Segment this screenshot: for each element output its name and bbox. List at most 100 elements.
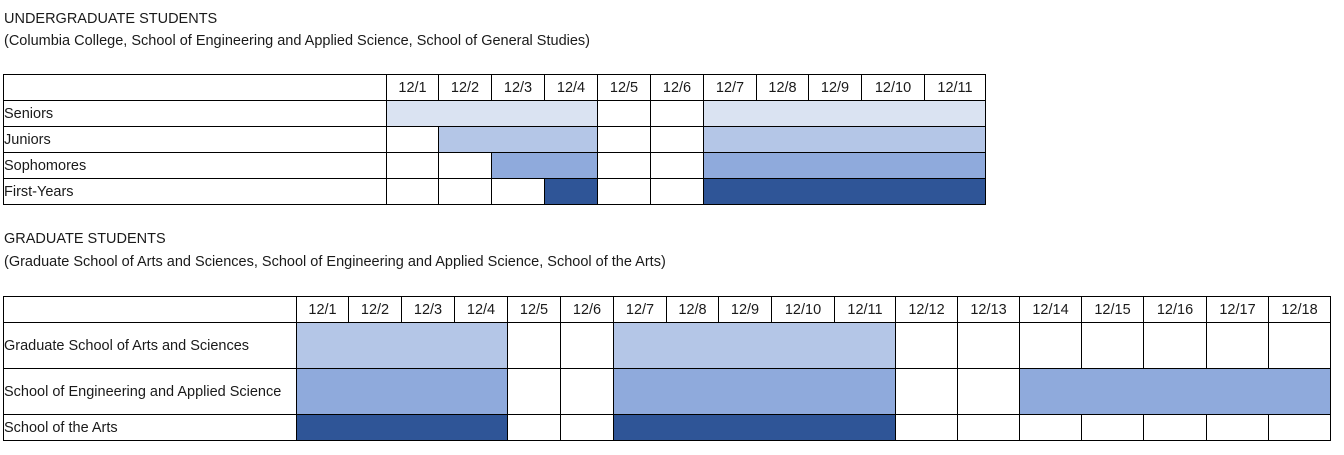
- row-label: School of the Arts: [3, 414, 297, 441]
- empty-cell: [1206, 414, 1269, 441]
- empty-cell: [650, 152, 704, 179]
- empty-cell: [1019, 322, 1082, 369]
- date-header-cell: 12/18: [1268, 296, 1331, 323]
- date-header-cell: 12/16: [1143, 296, 1207, 323]
- date-header-cell: 12/11: [834, 296, 896, 323]
- date-header-row: 12/1 12/2 12/3 12/4 12/5 12/6 12/7 12/8 12/9 12/1…: [3, 296, 1331, 323]
- date-header-cell: 12/9: [808, 74, 862, 101]
- schedule-row: School of the Arts: [3, 414, 1331, 441]
- row-label: Juniors: [3, 126, 387, 153]
- schedule-row: School of Engineering and Applied Scienc…: [3, 368, 1331, 415]
- undergraduate-schedule-table: 12/1 12/2 12/3 12/4 12/5 12/6 12/7 12/8 12/9 12/1…: [3, 74, 986, 205]
- date-header-row: 12/1 12/2 12/3 12/4 12/5 12/6 12/7 12/8 12/9 12/1…: [3, 74, 986, 101]
- empty-cell: [386, 178, 439, 205]
- empty-cell: [1081, 414, 1144, 441]
- empty-cell: [1081, 322, 1144, 369]
- scheduled-bar: [491, 152, 598, 179]
- scheduled-bar: [296, 414, 508, 441]
- schedule-row: Seniors: [3, 100, 986, 127]
- scheduled-bar: [438, 126, 598, 153]
- row-label: Graduate School of Arts and Sciences: [3, 322, 297, 369]
- scheduled-bar: [386, 100, 598, 127]
- graduate-title: GRADUATE STUDENTS: [4, 231, 166, 247]
- schedule-row: Sophomores: [3, 152, 986, 179]
- empty-cell: [597, 178, 651, 205]
- scheduled-bar: [613, 414, 896, 441]
- empty-cell: [491, 178, 545, 205]
- scheduled-bar: [703, 126, 986, 153]
- schedule-row: Graduate School of Arts and Sciences: [3, 322, 1331, 369]
- empty-cell: [650, 126, 704, 153]
- empty-cell: [957, 368, 1020, 415]
- scheduled-bar: [613, 322, 896, 369]
- scheduled-bar: [703, 100, 986, 127]
- graduate-schedule-table: 12/1 12/2 12/3 12/4 12/5 12/6 12/7 12/8 12/9 12/1…: [3, 296, 1331, 441]
- date-header-cell: 12/8: [756, 74, 809, 101]
- empty-cell: [1143, 414, 1207, 441]
- date-header-cell: 12/2: [348, 296, 402, 323]
- scheduled-bar: [703, 178, 986, 205]
- empty-cell: [507, 414, 561, 441]
- empty-cell: [507, 368, 561, 415]
- empty-cell: [507, 322, 561, 369]
- date-header-cell: 12/6: [650, 74, 704, 101]
- date-header-cell: 12/12: [895, 296, 958, 323]
- row-label: First-Years: [3, 178, 387, 205]
- empty-cell: [597, 126, 651, 153]
- scheduled-bar: [544, 178, 598, 205]
- empty-cell: [650, 178, 704, 205]
- empty-cell: [438, 152, 492, 179]
- date-header-cell: 12/14: [1019, 296, 1082, 323]
- date-header-cell: 12/5: [597, 74, 651, 101]
- date-header-cell: 12/3: [401, 296, 455, 323]
- date-header-cell: 12/13: [957, 296, 1020, 323]
- graduate-subtitle: (Graduate School of Arts and Sciences, S…: [4, 254, 666, 270]
- empty-cell: [438, 178, 492, 205]
- empty-cell: [895, 368, 958, 415]
- date-header-cell: 12/3: [491, 74, 545, 101]
- empty-cell: [650, 100, 704, 127]
- date-header-cell: 12/2: [438, 74, 492, 101]
- date-header-cell: 12/17: [1206, 296, 1269, 323]
- scheduled-bar: [703, 152, 986, 179]
- empty-cell: [957, 322, 1020, 369]
- empty-cell: [597, 152, 651, 179]
- date-header-cell: 12/10: [861, 74, 925, 101]
- schedule-row: First-Years: [3, 178, 986, 205]
- row-label: Sophomores: [3, 152, 387, 179]
- date-header-cell: 12/4: [454, 296, 508, 323]
- schedule-row: Juniors: [3, 126, 986, 153]
- scheduled-bar: [613, 368, 896, 415]
- date-header-cell: 12/15: [1081, 296, 1144, 323]
- empty-cell: [560, 368, 614, 415]
- date-header-cell: 12/8: [666, 296, 719, 323]
- row-label: Seniors: [3, 100, 387, 127]
- empty-cell: [1143, 322, 1207, 369]
- date-header-cell: 12/10: [771, 296, 835, 323]
- scheduled-bar: [1019, 368, 1331, 415]
- empty-cell: [1206, 322, 1269, 369]
- empty-cell: [895, 414, 958, 441]
- empty-cell: [386, 126, 439, 153]
- empty-cell: [1268, 322, 1331, 369]
- date-header-cell: 12/5: [507, 296, 561, 323]
- header-corner-cell: [3, 296, 297, 323]
- empty-cell: [957, 414, 1020, 441]
- scheduled-bar: [296, 322, 508, 369]
- date-header-cell: 12/6: [560, 296, 614, 323]
- date-header-cell: 12/9: [718, 296, 772, 323]
- undergraduate-title: UNDERGRADUATE STUDENTS: [4, 11, 218, 27]
- empty-cell: [1268, 414, 1331, 441]
- date-header-cell: 12/7: [703, 74, 757, 101]
- header-corner-cell: [3, 74, 387, 101]
- date-header-cell: 12/1: [296, 296, 349, 323]
- empty-cell: [895, 322, 958, 369]
- empty-cell: [1019, 414, 1082, 441]
- date-header-cell: 12/4: [544, 74, 598, 101]
- undergraduate-subtitle: (Columbia College, School of Engineering…: [4, 33, 590, 49]
- scheduled-bar: [296, 368, 508, 415]
- date-header-cell: 12/1: [386, 74, 439, 101]
- empty-cell: [386, 152, 439, 179]
- empty-cell: [597, 100, 651, 127]
- empty-cell: [560, 322, 614, 369]
